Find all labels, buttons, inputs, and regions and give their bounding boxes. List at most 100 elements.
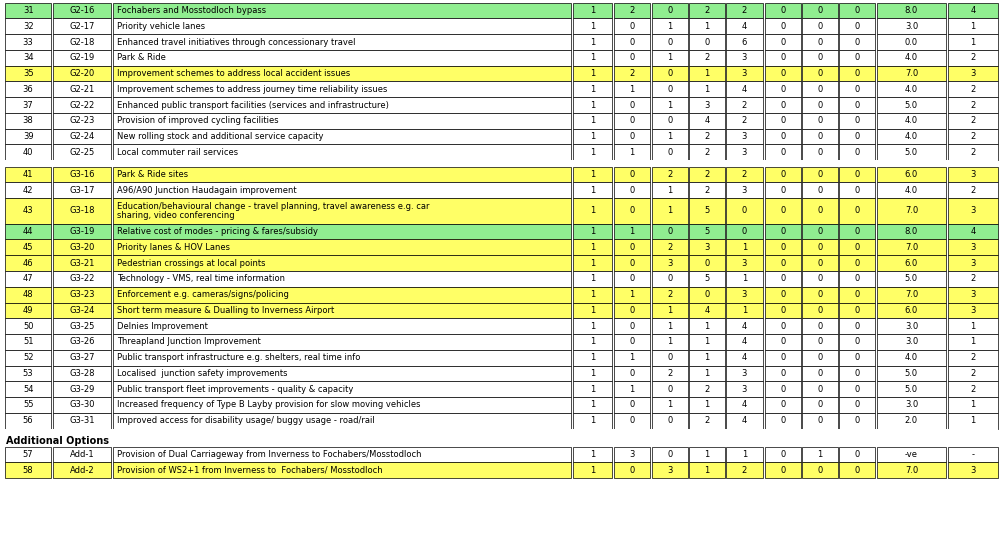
Bar: [5, 350, 51, 365]
Text: 3: 3: [970, 207, 976, 215]
Bar: [614, 381, 650, 397]
Bar: [689, 462, 725, 478]
Text: 5.0: 5.0: [904, 369, 918, 378]
Text: Relative cost of modes - pricing & fares/subsidy: Relative cost of modes - pricing & fares…: [117, 227, 318, 236]
Bar: [113, 198, 571, 224]
Text: G2-23: G2-23: [69, 116, 95, 125]
Text: 2: 2: [629, 6, 635, 15]
Text: 1: 1: [704, 466, 710, 475]
Bar: [948, 350, 998, 365]
Bar: [113, 446, 571, 462]
Text: 1: 1: [590, 22, 596, 31]
Text: Improvement schemes to address local accident issues: Improvement schemes to address local acc…: [117, 69, 350, 78]
Text: 1: 1: [704, 321, 710, 331]
Bar: [652, 3, 688, 18]
Bar: [877, 198, 946, 224]
Text: 1: 1: [590, 466, 596, 475]
Bar: [614, 198, 650, 224]
Bar: [802, 182, 838, 198]
Text: 1: 1: [590, 148, 596, 157]
Bar: [689, 66, 725, 81]
Bar: [802, 271, 838, 287]
Text: 4: 4: [970, 6, 976, 15]
Text: G2-24: G2-24: [69, 132, 95, 141]
Bar: [5, 397, 51, 413]
Bar: [113, 462, 571, 478]
Bar: [877, 18, 946, 34]
Bar: [652, 302, 688, 318]
Bar: [614, 397, 650, 413]
Bar: [948, 365, 998, 381]
Text: 0: 0: [629, 258, 635, 268]
Text: Short term measure & Dualling to Inverness Airport: Short term measure & Dualling to Inverne…: [117, 306, 334, 315]
Bar: [689, 113, 725, 129]
Bar: [689, 50, 725, 66]
Bar: [726, 3, 763, 18]
Text: 0: 0: [854, 6, 860, 15]
Text: 1: 1: [970, 37, 976, 46]
Text: 1: 1: [970, 321, 976, 331]
Bar: [573, 34, 612, 50]
Bar: [802, 318, 838, 334]
Bar: [53, 239, 111, 255]
Bar: [765, 18, 801, 34]
Bar: [948, 18, 998, 34]
Bar: [726, 97, 763, 113]
Text: 0: 0: [854, 227, 860, 236]
Bar: [726, 446, 763, 462]
Text: 0: 0: [741, 207, 747, 215]
Bar: [113, 129, 571, 144]
Text: 0: 0: [854, 274, 860, 284]
Text: 34: 34: [23, 53, 33, 62]
Text: Add-2: Add-2: [69, 466, 95, 475]
Bar: [5, 66, 51, 81]
Text: 0: 0: [629, 321, 635, 331]
Text: 1: 1: [590, 69, 596, 78]
Bar: [802, 255, 838, 271]
Bar: [877, 271, 946, 287]
Bar: [948, 287, 998, 302]
Bar: [113, 318, 571, 334]
Bar: [113, 34, 571, 50]
Text: Pedestrian crossings at local points: Pedestrian crossings at local points: [117, 258, 266, 268]
Bar: [5, 167, 51, 182]
Bar: [614, 129, 650, 144]
Bar: [53, 446, 111, 462]
Text: 4.0: 4.0: [904, 116, 918, 125]
Text: 45: 45: [23, 243, 33, 252]
Bar: [948, 462, 998, 478]
Text: 7.0: 7.0: [904, 243, 918, 252]
Text: 8.0: 8.0: [904, 227, 918, 236]
Text: 2: 2: [667, 243, 673, 252]
Bar: [948, 144, 998, 160]
Text: -ve: -ve: [905, 450, 917, 459]
Text: Public transport fleet improvements - quality & capacity: Public transport fleet improvements - qu…: [117, 384, 353, 394]
Bar: [652, 334, 688, 350]
Text: G3-26: G3-26: [69, 337, 95, 347]
Text: 38: 38: [23, 116, 33, 125]
Text: G3-22: G3-22: [69, 274, 95, 284]
Bar: [689, 271, 725, 287]
Text: 2: 2: [741, 466, 747, 475]
Text: 0: 0: [780, 100, 786, 109]
Text: 5: 5: [704, 227, 710, 236]
Bar: [53, 462, 111, 478]
Bar: [113, 397, 571, 413]
Bar: [573, 97, 612, 113]
Bar: [877, 97, 946, 113]
Bar: [573, 397, 612, 413]
Text: 1: 1: [970, 400, 976, 410]
Text: 56: 56: [23, 416, 33, 425]
Text: 52: 52: [23, 353, 33, 362]
Text: 0: 0: [667, 69, 673, 78]
Text: 0: 0: [629, 243, 635, 252]
Text: G3-20: G3-20: [69, 243, 95, 252]
Text: 0: 0: [629, 116, 635, 125]
Bar: [614, 446, 650, 462]
Text: 5.0: 5.0: [904, 148, 918, 157]
Text: 0: 0: [629, 22, 635, 31]
Text: 1: 1: [590, 100, 596, 109]
Bar: [877, 50, 946, 66]
Text: 0: 0: [854, 337, 860, 347]
Bar: [802, 334, 838, 350]
